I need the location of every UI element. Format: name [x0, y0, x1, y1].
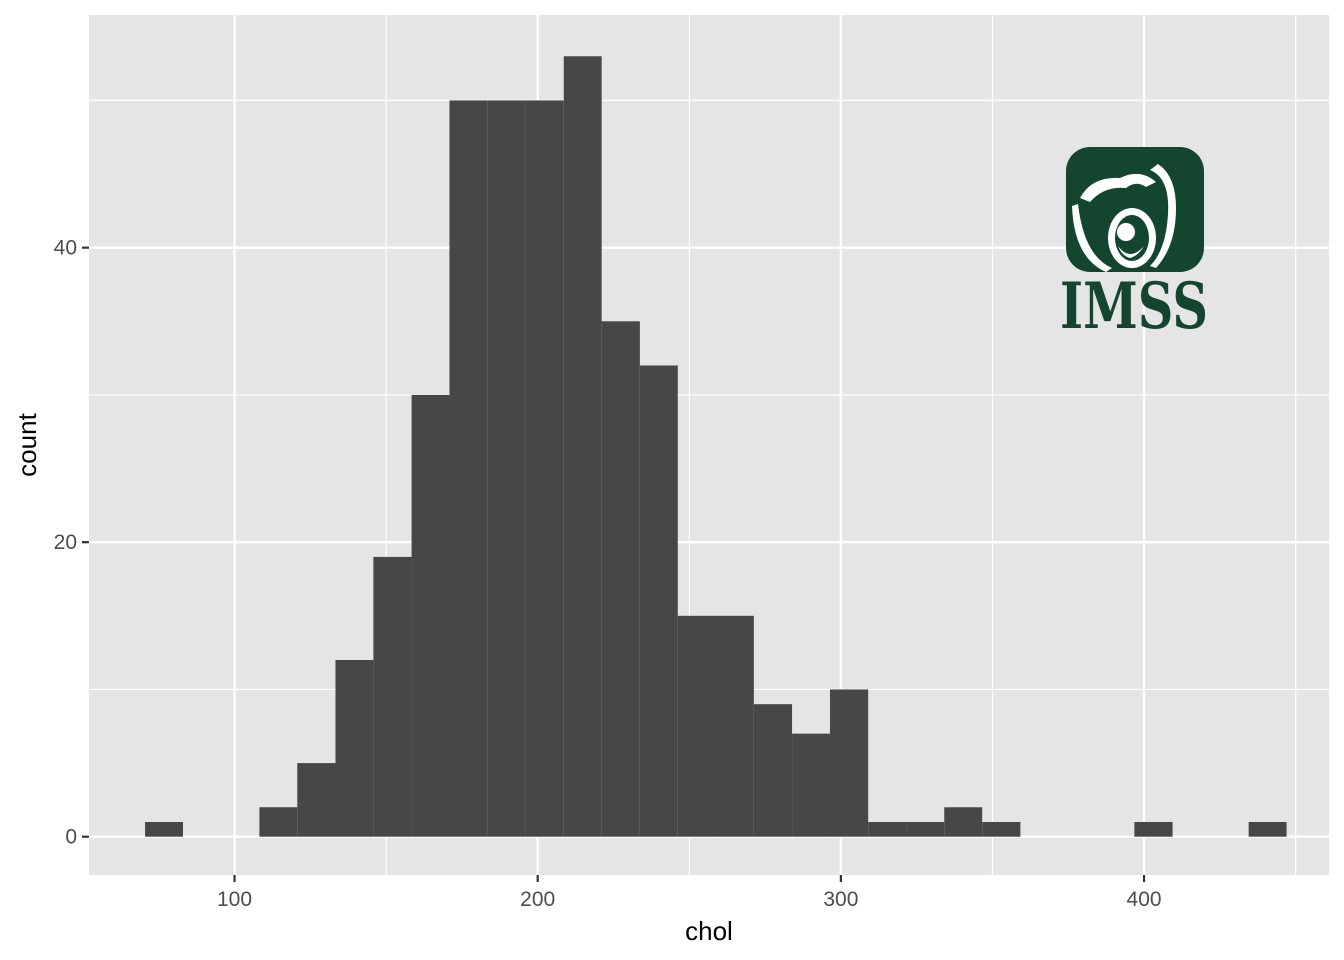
histogram-bar: [753, 704, 793, 837]
y-tick-label: 40: [54, 237, 77, 260]
histogram-bar: [411, 394, 450, 837]
histogram-bar: [677, 615, 716, 837]
histogram-bar: [601, 321, 640, 837]
y-axis: 0 20 40: [54, 237, 89, 849]
x-tick-label: 400: [1127, 888, 1162, 911]
imss-logo: IMSS: [1060, 147, 1208, 344]
x-tick-label: 100: [217, 888, 252, 911]
histogram-bar: [373, 556, 412, 837]
histogram-bars: [145, 56, 1287, 837]
imss-logo-text: IMSS: [1060, 269, 1208, 344]
histogram-bar: [487, 100, 526, 837]
histogram-bar: [525, 100, 564, 837]
x-axis-title: chol: [685, 916, 733, 946]
x-axis: 100 200 300 400: [217, 875, 1162, 911]
imss-emblem-icon: [1066, 147, 1204, 272]
y-axis-title: count: [12, 412, 42, 476]
minor-gridlines: [89, 15, 1329, 875]
y-tick-label: 0: [65, 826, 77, 849]
histogram-bar: [906, 821, 945, 837]
histogram-bar: [944, 807, 983, 837]
histogram-bar: [1134, 821, 1173, 837]
histogram-bar: [563, 56, 602, 837]
histogram-bar: [335, 660, 374, 837]
y-tick-label: 20: [54, 531, 77, 554]
histogram-bar: [982, 821, 1021, 837]
histogram-bar: [259, 807, 298, 837]
histogram-bar: [792, 733, 830, 837]
histogram-bar: [449, 100, 488, 837]
histogram-bar: [868, 821, 907, 837]
histogram-bar: [145, 821, 183, 837]
histogram-bar: [639, 365, 678, 837]
histogram-bar: [715, 615, 754, 837]
x-tick-label: 200: [520, 888, 555, 911]
x-tick-label: 300: [823, 888, 858, 911]
histogram-bar: [829, 689, 869, 837]
histogram-bar: [1248, 821, 1287, 837]
histogram-bar: [297, 763, 336, 837]
